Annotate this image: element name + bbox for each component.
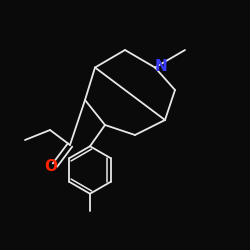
Text: O: O (44, 159, 57, 174)
Text: N: N (155, 59, 168, 74)
